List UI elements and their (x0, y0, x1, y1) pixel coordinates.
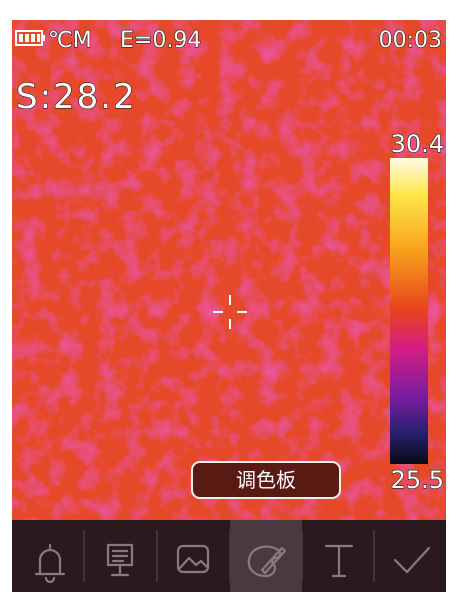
device-screen: ℃M E=0.94 00:03 S:28.2 30.4 25.5 调色板 (0, 0, 451, 592)
spot-temperature: S:28.2 (16, 77, 137, 117)
scale-min: 25.5 (391, 466, 444, 494)
color-scale-bar (390, 158, 428, 464)
time: 00:03 (379, 28, 442, 53)
toolbar-selected (230, 520, 302, 592)
emissivity: E=0.94 (120, 28, 201, 53)
screen-svg: ℃M E=0.94 00:03 S:28.2 30.4 25.5 调色板 (0, 0, 451, 592)
unit-mode: ℃M (48, 28, 92, 53)
tooltip-text: 调色板 (236, 468, 296, 492)
toolbar (12, 520, 446, 592)
scale-max: 30.4 (391, 130, 444, 158)
